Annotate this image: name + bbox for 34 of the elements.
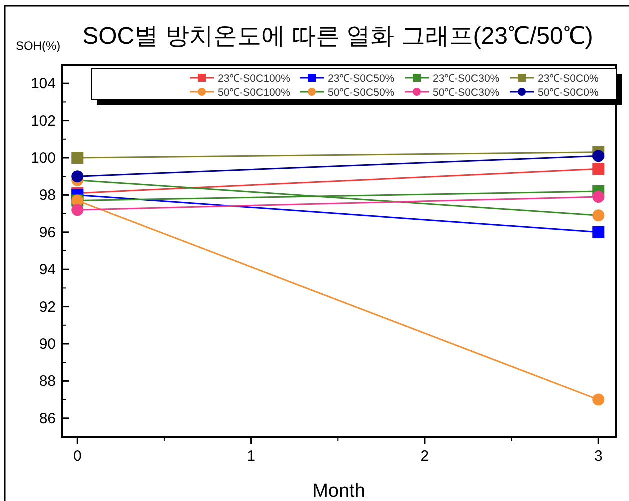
legend-label: 50℃-S0C100% [218, 87, 290, 99]
y-tick-label: 100 [30, 150, 56, 167]
y-tick-label: 86 [39, 410, 56, 428]
point [72, 152, 84, 164]
y-tick-label: 94 [39, 262, 56, 279]
legend-label: 23℃-S0C0% [538, 73, 599, 85]
point [72, 204, 84, 216]
point [72, 170, 84, 183]
legend-label: 50℃-S0C50% [328, 87, 395, 99]
chart-title: SOC별 방치온도에 따른 열화 그래프(23℃/50℃) [82, 23, 594, 50]
legend-label: 50℃-S0C30% [433, 87, 500, 99]
point [592, 191, 605, 204]
legend-label: 23℃-S0C30% [433, 73, 500, 85]
point [592, 150, 605, 162]
x-tick-label: 2 [420, 448, 430, 465]
y-tick-label: 88 [39, 373, 56, 390]
y-axis-title: SOH(%) [16, 39, 61, 53]
x-tick-label: 3 [594, 448, 603, 465]
y-tick-label: 96 [39, 224, 56, 242]
point [592, 210, 605, 222]
y-tick-label: 102 [30, 112, 56, 130]
y-tick-label: 98 [39, 187, 56, 204]
y-tick-label: 104 [30, 76, 56, 93]
x-axis-title: Month [312, 481, 366, 501]
y-tick-label: 90 [39, 336, 56, 353]
point [592, 394, 605, 406]
legend-label: 23℃-S0C50% [328, 73, 395, 85]
point [592, 226, 605, 238]
x-tick-label: 1 [247, 448, 256, 465]
legend-label: 50℃-S0C0% [538, 87, 599, 99]
legend-label: 23℃-S0C100% [218, 73, 290, 85]
x-tick-label: 0 [73, 448, 82, 465]
y-tick-label: 92 [39, 298, 56, 316]
point [592, 163, 605, 176]
